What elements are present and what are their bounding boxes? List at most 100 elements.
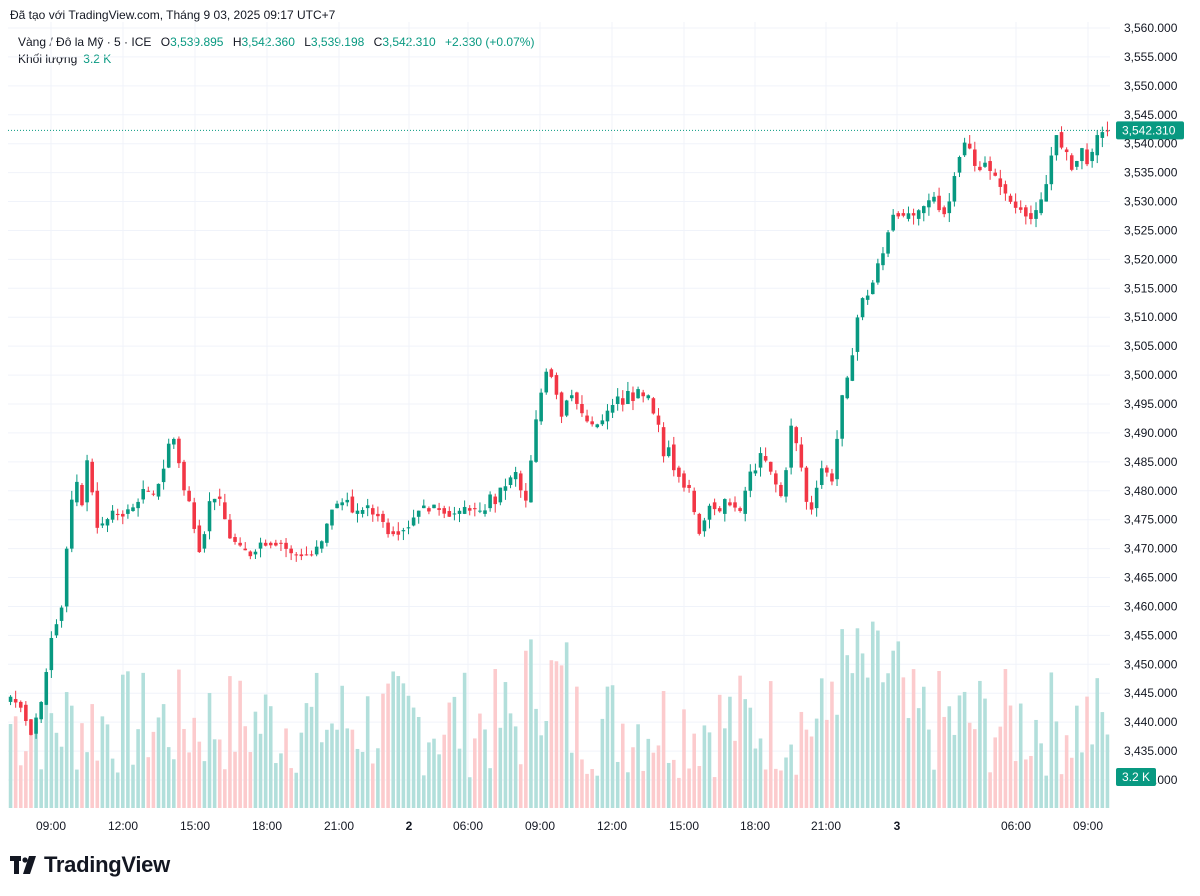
- y-tick-label: 3,550.000: [1124, 79, 1178, 93]
- y-tick-label: 3,470.000: [1124, 542, 1178, 556]
- volume-bar: [493, 669, 498, 808]
- candle-body: [54, 624, 59, 636]
- candle-body: [100, 523, 105, 526]
- volume-bar: [233, 751, 237, 808]
- volume-value: 3.2 K: [83, 52, 112, 66]
- volume-bar: [860, 653, 865, 808]
- volume-bar: [809, 736, 814, 808]
- candle-body: [325, 523, 329, 543]
- candle-body: [279, 542, 283, 544]
- volume-bar: [478, 713, 482, 808]
- candle-body: [947, 201, 952, 214]
- candle-body: [998, 178, 1003, 187]
- volume-bar: [631, 747, 635, 808]
- y-tick-label: 3,465.000: [1124, 571, 1178, 585]
- candle-body: [223, 502, 227, 520]
- volume-bar: [906, 718, 911, 808]
- candle-body: [8, 696, 13, 702]
- volume-bar: [1075, 705, 1079, 808]
- volume-bar: [534, 708, 538, 808]
- volume-bar: [988, 772, 992, 808]
- candle-body: [59, 607, 64, 621]
- candle-body: [707, 505, 712, 520]
- candle-body: [1085, 149, 1089, 165]
- candle-body: [34, 717, 38, 734]
- y-tick-label: 3,505.000: [1124, 339, 1178, 353]
- candle-body: [779, 484, 783, 497]
- candle-body: [830, 473, 834, 482]
- volume-bar: [845, 655, 850, 808]
- volume-bar: [473, 738, 477, 808]
- volume-bar: [207, 692, 212, 808]
- volume-bar: [217, 739, 222, 808]
- candle-body: [661, 427, 666, 457]
- volume-bar: [284, 728, 288, 808]
- volume-bar: [1024, 759, 1028, 808]
- volume-bar: [64, 692, 69, 808]
- volume-bar: [411, 707, 416, 808]
- candle-body: [304, 554, 309, 556]
- volume-bar: [391, 671, 395, 808]
- chart-source-header: Đã tạo với TradingView.com, Tháng 9 03, …: [10, 8, 336, 22]
- candle-body: [850, 355, 855, 381]
- volume-label[interactable]: Khối lượng: [18, 52, 78, 66]
- y-tick-label: 3,450.000: [1124, 657, 1178, 671]
- x-tick-label: 15:00: [180, 819, 210, 833]
- volume-bar: [1039, 743, 1043, 808]
- candle-body: [228, 519, 232, 539]
- x-tick-label: 3: [894, 819, 901, 833]
- candle-body: [983, 162, 987, 167]
- volume-bar: [141, 672, 145, 808]
- candle-body: [825, 467, 829, 473]
- candle-body: [881, 253, 885, 266]
- volume-bar: [559, 665, 564, 808]
- candle-body: [993, 172, 997, 176]
- volume-bar: [8, 724, 13, 808]
- candle-body: [488, 494, 492, 509]
- y-tick-label: 3,535.000: [1124, 166, 1178, 180]
- volume-bar: [1003, 669, 1008, 808]
- volume-bar: [825, 719, 829, 808]
- y-tick-label: 3,490.000: [1124, 426, 1178, 440]
- candle-body: [452, 513, 457, 515]
- volume-bar: [406, 695, 411, 808]
- candle-body: [656, 415, 661, 425]
- candle-body: [1039, 199, 1043, 214]
- volume-bar: [355, 748, 360, 808]
- tradingview-logo[interactable]: TradingView: [10, 852, 170, 878]
- volume-bar: [1095, 678, 1100, 808]
- volume-bar: [1018, 703, 1023, 808]
- volume-bar: [666, 762, 671, 808]
- volume-bar: [274, 763, 278, 808]
- volume-bar: [24, 751, 28, 808]
- candle-body: [29, 719, 33, 735]
- volume-bar: [172, 759, 176, 808]
- volume-bar: [850, 673, 855, 808]
- candle-body: [978, 166, 982, 171]
- x-tick-label: 06:00: [1001, 819, 1031, 833]
- volume-bar: [819, 678, 824, 808]
- volume-bar: [870, 621, 875, 808]
- candle-body: [289, 548, 293, 554]
- y-tick-label: 3,435.000: [1124, 744, 1178, 758]
- candle-body: [580, 404, 584, 414]
- candle-body: [493, 496, 498, 505]
- candle-body: [600, 420, 605, 425]
- volume-bar: [18, 765, 23, 808]
- candle-body: [268, 542, 273, 546]
- volume-bar: [656, 745, 661, 808]
- price-chart[interactable]: 3,560.0003,555.0003,550.0003,545.0003,54…: [0, 0, 1200, 845]
- candle-body: [121, 513, 125, 517]
- volume-bar: [610, 685, 615, 808]
- volume-bar: [115, 772, 120, 808]
- volume-bar: [687, 768, 691, 808]
- volume-bar: [80, 723, 84, 808]
- volume-bar: [299, 732, 304, 808]
- candle-body: [672, 444, 676, 471]
- high-label: H: [232, 35, 242, 49]
- candle-body: [345, 499, 350, 503]
- volume-bar: [967, 722, 972, 808]
- x-tick-label: 06:00: [453, 819, 483, 833]
- candle-body: [299, 554, 304, 557]
- volume-bar: [707, 732, 712, 808]
